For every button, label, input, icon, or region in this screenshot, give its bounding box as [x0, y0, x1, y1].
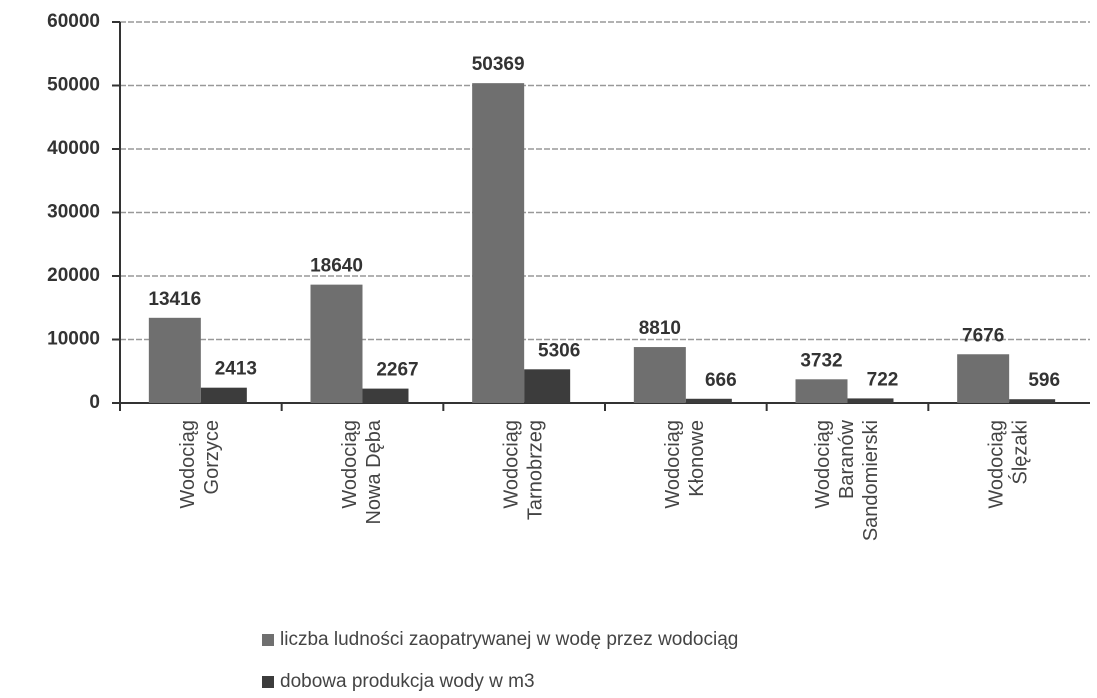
value-label: 50369	[472, 54, 525, 75]
bar	[847, 398, 894, 403]
bar	[795, 379, 848, 403]
y-tick-label: 50000	[47, 75, 100, 96]
value-label: 722	[867, 369, 899, 390]
x-tick-label: Wodociąg	[985, 420, 1007, 509]
y-tick-label: 60000	[47, 11, 100, 32]
y-tick-label: 10000	[47, 329, 100, 350]
bar	[200, 387, 247, 403]
y-tick-label: 30000	[47, 202, 100, 223]
x-tick-label: Tarnobrzeg	[524, 420, 546, 520]
x-tick-label: Ślęzaki	[1007, 420, 1031, 484]
value-label: 2267	[376, 360, 418, 381]
value-label: 3732	[800, 350, 842, 371]
y-tick-label: 0	[89, 392, 100, 413]
legend-label: dobowa produkcja wody w m3	[280, 671, 535, 692]
bar	[472, 83, 525, 403]
x-tick-label: Sandomierski	[860, 420, 882, 541]
legend-swatch	[262, 634, 274, 646]
bar	[1009, 399, 1056, 403]
legend-label: liczba ludności zaopatrywanej w wodę prz…	[280, 629, 738, 650]
x-tick-label: Wodociąg	[177, 420, 199, 509]
x-tick-label: Kłonowe	[686, 420, 708, 497]
y-tick-label: 40000	[47, 138, 100, 159]
value-label: 2413	[215, 359, 257, 380]
x-tick-label: Baranów	[836, 419, 858, 498]
value-label: 8810	[639, 318, 681, 339]
x-tick-label: Nowa Dęba	[363, 419, 385, 524]
value-label: 596	[1028, 370, 1060, 391]
bar	[148, 317, 201, 403]
y-tick-label: 20000	[47, 265, 100, 286]
bar	[310, 284, 363, 403]
bar	[685, 398, 732, 403]
legend-swatch	[262, 676, 274, 688]
value-label: 7676	[962, 325, 1004, 346]
bar	[957, 354, 1010, 403]
x-tick-label: Wodociąg	[339, 420, 361, 509]
x-tick-label: Gorzyce	[201, 420, 223, 494]
bar	[524, 369, 571, 403]
bar	[633, 347, 686, 403]
bar	[362, 388, 409, 403]
value-label: 13416	[148, 289, 201, 310]
value-label: 5306	[538, 340, 580, 361]
x-tick-label: Wodociąg	[812, 420, 834, 509]
x-tick-label: Wodociąg	[500, 420, 522, 509]
value-label: 18640	[310, 256, 363, 277]
x-tick-label: Wodociąg	[662, 420, 684, 509]
value-label: 666	[705, 370, 737, 391]
